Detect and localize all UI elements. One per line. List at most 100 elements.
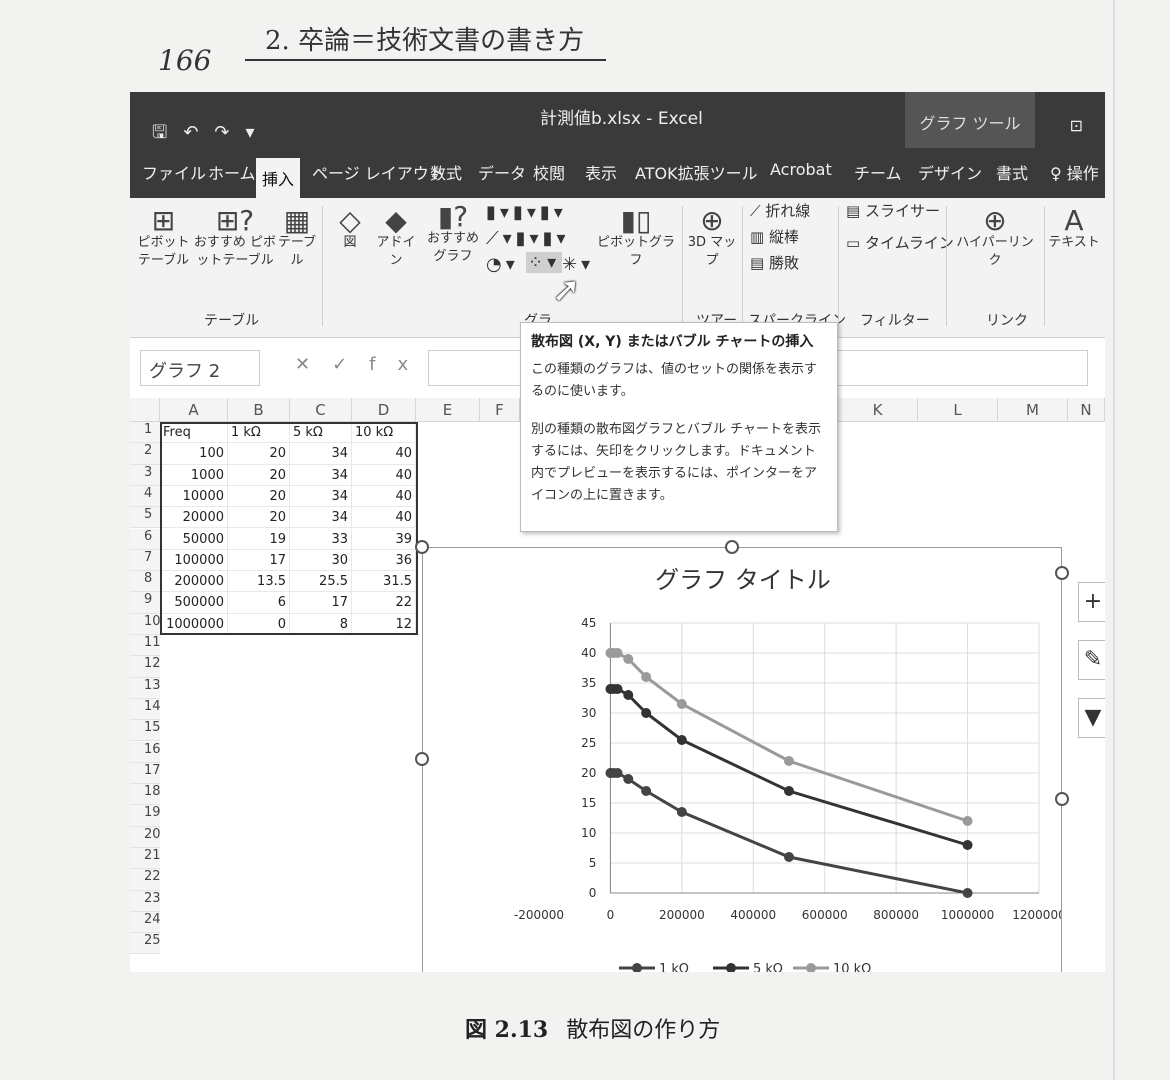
row-header[interactable]: 10: [130, 613, 161, 635]
row-header[interactable]: 15: [130, 720, 161, 742]
resize-handle[interactable]: [1055, 566, 1069, 580]
resize-handle[interactable]: [415, 540, 429, 554]
row-header[interactable]: 12: [130, 656, 161, 678]
timeline-button[interactable]: ▭ タイムライン: [846, 234, 954, 252]
table-cell[interactable]: 31.5: [352, 571, 416, 593]
tab-design[interactable]: デザイン: [918, 164, 983, 183]
quick-access-toolbar[interactable]: 🖫↶↷▾: [152, 122, 271, 143]
table-cell[interactable]: 1000: [160, 464, 228, 486]
table-cell[interactable]: 40: [352, 464, 416, 486]
header-cell[interactable]: 1 kΩ: [228, 422, 290, 444]
table-cell[interactable]: 22: [352, 592, 416, 614]
formula-buttons[interactable]: ✕✓fx: [295, 354, 431, 375]
table-cell[interactable]: 50000: [160, 528, 228, 550]
row-header[interactable]: 23: [130, 890, 161, 912]
row-header[interactable]: 3: [130, 464, 160, 486]
column-header[interactable]: K: [838, 398, 918, 422]
table-cell[interactable]: 200000: [160, 571, 228, 593]
tab-format[interactable]: 書式: [996, 164, 1029, 183]
tab-page-layout[interactable]: ページ レイアウト: [312, 164, 445, 183]
row-header[interactable]: 18: [130, 784, 161, 806]
tab-data[interactable]: データ: [478, 164, 527, 183]
table-cell[interactable]: 17: [290, 592, 352, 614]
table-cell[interactable]: 20: [228, 464, 290, 486]
line-chart-icon[interactable]: ⟋▾▮▾▮▾: [486, 228, 570, 249]
table-cell[interactable]: 19: [228, 528, 290, 550]
chart-styles-button[interactable]: ✎: [1078, 640, 1105, 680]
3d-map-button[interactable]: ⊕ 3D マッ プ: [687, 204, 737, 269]
select-all-corner[interactable]: [130, 398, 160, 422]
text-button[interactable]: A テキスト: [1048, 204, 1100, 251]
row-header[interactable]: 13: [130, 677, 161, 699]
column-header[interactable]: M: [998, 398, 1068, 422]
column-header[interactable]: C: [290, 398, 352, 422]
table-cell[interactable]: 33: [290, 528, 352, 550]
table-cell[interactable]: 8: [290, 613, 352, 635]
resize-handle[interactable]: [725, 540, 739, 554]
table-cell[interactable]: 40: [352, 507, 416, 529]
sparkline-winloss-button[interactable]: ▤ 勝敗: [750, 254, 799, 272]
table-cell[interactable]: 17: [228, 549, 290, 572]
table-cell[interactable]: 12: [352, 613, 416, 635]
addins-button[interactable]: ◆ アドイ ン: [376, 204, 416, 269]
pivot-table-button[interactable]: ⊞ ピボット テーブル: [137, 204, 190, 269]
table-cell[interactable]: 500000: [160, 592, 228, 614]
scatter-chart[interactable]: グラフ タイトル 0 5 10 15 20 25 30 35 40 45 -200000 0 200000…: [422, 547, 1066, 972]
column-header[interactable]: B: [228, 398, 290, 422]
row-header[interactable]: 20: [130, 826, 161, 848]
table-cell[interactable]: 25.5: [290, 571, 352, 593]
table-cell[interactable]: 100000: [160, 549, 228, 572]
row-header[interactable]: 16: [130, 741, 161, 763]
row-header[interactable]: 21: [130, 848, 161, 870]
tab-formulas[interactable]: 数式: [430, 164, 463, 183]
table-cell[interactable]: 40: [352, 443, 416, 465]
row-header[interactable]: 14: [130, 698, 161, 721]
resize-handle[interactable]: [415, 752, 429, 766]
table-cell[interactable]: 36: [352, 549, 416, 572]
row-header[interactable]: 17: [130, 762, 161, 785]
illustrations-button[interactable]: ◇ 図: [330, 207, 370, 252]
resize-handle[interactable]: [1055, 792, 1069, 806]
column-header[interactable]: N: [1068, 398, 1105, 422]
table-cell[interactable]: 34: [290, 443, 352, 465]
tab-acrobat[interactable]: Acrobat: [770, 160, 832, 179]
tab-file[interactable]: ファイル: [142, 164, 207, 183]
recommended-charts-button[interactable]: ▮? おすすめ グラフ: [424, 203, 482, 266]
tab-tell-me[interactable]: ♀ 操作: [1050, 164, 1099, 183]
tab-atok[interactable]: ATOK拡張ツール: [635, 164, 758, 183]
row-header[interactable]: 5: [130, 507, 160, 529]
header-cell[interactable]: 5 kΩ: [290, 422, 352, 444]
row-header[interactable]: 8: [130, 571, 160, 593]
table-cell[interactable]: 10000: [160, 485, 228, 508]
ribbon-display-icon[interactable]: ⊡: [1069, 116, 1083, 135]
table-cell[interactable]: 20: [228, 507, 290, 529]
pie-chart-icon[interactable]: ◔▾: [486, 254, 519, 275]
table-cell[interactable]: 40: [352, 485, 416, 508]
table-cell[interactable]: 0: [228, 613, 290, 635]
chart-filters-button[interactable]: ▼: [1078, 698, 1105, 738]
tab-home[interactable]: ホーム: [208, 164, 256, 183]
table-cell[interactable]: 34: [290, 507, 352, 529]
table-cell[interactable]: 30: [290, 549, 352, 572]
row-header[interactable]: 4: [130, 485, 160, 508]
row-header[interactable]: 25: [130, 933, 161, 955]
table-cell[interactable]: 20: [228, 443, 290, 465]
row-header[interactable]: 7: [130, 549, 160, 572]
radar-chart-icon[interactable]: ✳▾: [562, 254, 595, 275]
table-button[interactable]: ▦ テーブル: [277, 204, 317, 269]
name-box[interactable]: グラフ 2: [140, 350, 260, 386]
slicer-button[interactable]: ▤ スライサー: [846, 202, 940, 220]
table-cell[interactable]: 1000000: [160, 613, 228, 635]
tab-review[interactable]: 校閲: [533, 164, 566, 183]
header-cell[interactable]: Freq: [160, 422, 228, 444]
row-header[interactable]: 19: [130, 805, 161, 827]
table-cell[interactable]: 34: [290, 485, 352, 508]
table-cell[interactable]: 34: [290, 464, 352, 486]
row-header[interactable]: 22: [130, 869, 161, 891]
hyperlink-button[interactable]: ⊕ ハイパーリンク: [950, 207, 1040, 270]
header-cell[interactable]: 10 kΩ: [352, 422, 416, 444]
column-header[interactable]: A: [160, 398, 228, 422]
recommended-pivot-button[interactable]: ⊞? おすすめ ピボットテーブル: [193, 204, 277, 269]
tab-insert[interactable]: 挿入: [256, 158, 301, 198]
row-header[interactable]: 24: [130, 911, 161, 934]
